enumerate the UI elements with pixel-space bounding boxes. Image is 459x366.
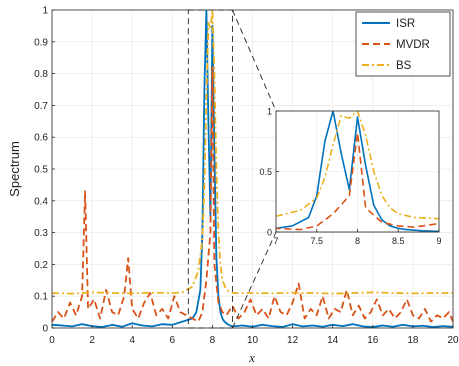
series-line-isr	[52, 10, 453, 328]
x-tick-label-9: 18	[407, 335, 419, 346]
inset-x-tick-label-0: 7	[273, 236, 278, 246]
zoom-region-box	[187, 9, 277, 329]
inset-series-line-isr	[276, 111, 439, 232]
inset-y-tick-label-1: 0.5	[259, 167, 272, 177]
zoom-connector-bottom	[232, 231, 277, 329]
inset-y-tick-label-2: 1	[267, 107, 272, 117]
y-tick-label-8: 0.8	[34, 69, 48, 80]
inset-series-line-mvdr	[276, 131, 439, 231]
zoom-rectangle	[187, 9, 233, 329]
inset-x-tick-label-3: 8.5	[392, 236, 405, 246]
y-tick-label-5: 0.5	[34, 165, 48, 176]
series-layer	[52, 10, 453, 328]
y-tick-label-2: 0.2	[34, 260, 48, 271]
x-axis-ticks: 0 2 4 6 8 10 12 14 16 18 20	[49, 325, 459, 346]
zoom-connector-top	[232, 9, 277, 112]
y-tick-label-0: 0	[42, 324, 48, 335]
series-line-mvdr	[52, 66, 453, 323]
inset-x-tick-label-4: 9	[436, 236, 441, 246]
y-tick-label-9: 0.9	[34, 37, 48, 48]
x-tick-label-8: 16	[367, 335, 379, 346]
inset-x-tick-label-2: 8	[355, 236, 360, 246]
legend-label-isr: ISR	[396, 18, 415, 30]
x-tick-label-7: 14	[327, 335, 339, 346]
x-axis-title: x	[248, 350, 255, 365]
x-tick-label-5: 10	[247, 335, 259, 346]
y-tick-label-3: 0.3	[34, 228, 48, 239]
legend-label-bs: BS	[396, 60, 412, 72]
y-tick-label-10: 1	[42, 6, 48, 17]
y-tick-label-7: 0.7	[34, 101, 48, 112]
x-tick-label-3: 6	[170, 335, 176, 346]
inset-y-axis-ticks: 00.51	[259, 107, 279, 238]
y-axis-ticks: 0 0.1 0.2 0.3 0.4 0.5 0.6 0.7 0.8 0.9 1	[34, 6, 55, 335]
y-tick-label-6: 0.6	[34, 133, 48, 144]
y-tick-label-1: 0.1	[34, 292, 48, 303]
legend-label-mvdr: MVDR	[396, 39, 430, 51]
legend: ISR MVDR BS	[355, 11, 451, 77]
inset-series-line-bs	[276, 111, 439, 220]
inset-x-axis-ticks: 7 7.5 8 8.5 9	[273, 229, 442, 246]
y-axis-title: Spectrum	[7, 141, 22, 197]
inset-series-layer	[276, 111, 439, 232]
series-line-bs	[52, 10, 453, 295]
x-tick-label-0: 0	[49, 335, 55, 346]
x-tick-label-10: 20	[447, 335, 459, 346]
x-tick-label-1: 2	[89, 335, 95, 346]
y-tick-label-4: 0.4	[34, 196, 48, 207]
inset-x-tick-label-1: 7.5	[310, 236, 323, 246]
x-tick-label-2: 4	[129, 335, 135, 346]
x-tick-label-6: 12	[287, 335, 299, 346]
x-tick-label-4: 8	[210, 335, 216, 346]
inset-y-tick-label-0: 0	[267, 228, 272, 238]
